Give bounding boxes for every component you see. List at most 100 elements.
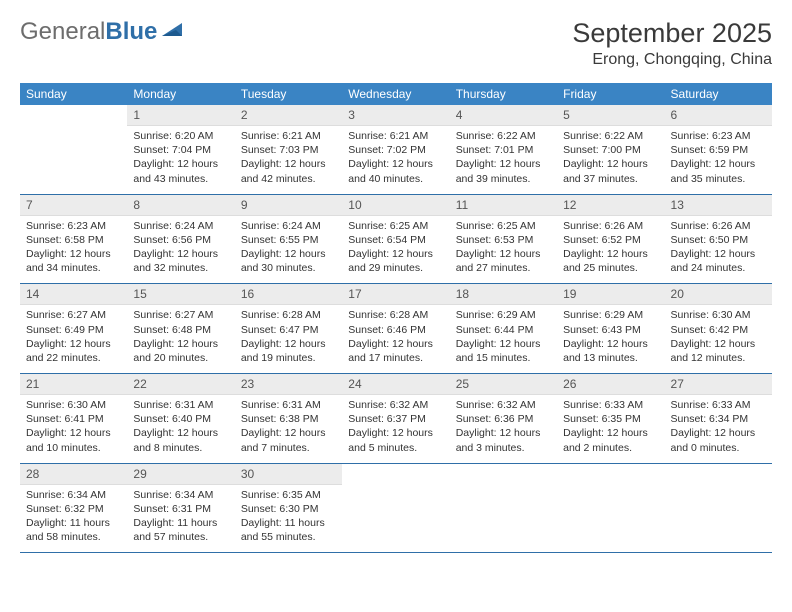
daylight-text: Daylight: 12 hours and 29 minutes. bbox=[348, 247, 443, 275]
day-cell: 17Sunrise: 6:28 AMSunset: 6:46 PMDayligh… bbox=[342, 284, 449, 374]
sunset-text: Sunset: 6:52 PM bbox=[563, 233, 658, 247]
day-number: 30 bbox=[235, 464, 342, 485]
day-cell: 21Sunrise: 6:30 AMSunset: 6:41 PMDayligh… bbox=[20, 374, 127, 464]
day-data: Sunrise: 6:26 AMSunset: 6:52 PMDaylight:… bbox=[557, 216, 664, 284]
sunset-text: Sunset: 6:42 PM bbox=[671, 323, 766, 337]
day-number: 21 bbox=[20, 374, 127, 395]
day-data: Sunrise: 6:32 AMSunset: 6:37 PMDaylight:… bbox=[342, 395, 449, 463]
dow-wednesday: Wednesday bbox=[342, 83, 449, 105]
day-data: Sunrise: 6:27 AMSunset: 6:48 PMDaylight:… bbox=[127, 305, 234, 373]
day-data: Sunrise: 6:30 AMSunset: 6:42 PMDaylight:… bbox=[665, 305, 772, 373]
sunrise-text: Sunrise: 6:26 AM bbox=[671, 219, 766, 233]
day-number: 29 bbox=[127, 464, 234, 485]
sunset-text: Sunset: 6:55 PM bbox=[241, 233, 336, 247]
header: GeneralBlue September 2025 Erong, Chongq… bbox=[20, 18, 772, 69]
day-data: Sunrise: 6:23 AMSunset: 6:58 PMDaylight:… bbox=[20, 216, 127, 284]
day-cell: 7Sunrise: 6:23 AMSunset: 6:58 PMDaylight… bbox=[20, 194, 127, 284]
daylight-text: Daylight: 12 hours and 2 minutes. bbox=[563, 426, 658, 454]
sunrise-text: Sunrise: 6:27 AM bbox=[133, 308, 228, 322]
daylight-text: Daylight: 12 hours and 5 minutes. bbox=[348, 426, 443, 454]
day-data: Sunrise: 6:29 AMSunset: 6:44 PMDaylight:… bbox=[450, 305, 557, 373]
sunset-text: Sunset: 6:32 PM bbox=[26, 502, 121, 516]
day-data: Sunrise: 6:33 AMSunset: 6:35 PMDaylight:… bbox=[557, 395, 664, 463]
day-number: 11 bbox=[450, 195, 557, 216]
sunrise-text: Sunrise: 6:29 AM bbox=[456, 308, 551, 322]
day-number: 26 bbox=[557, 374, 664, 395]
daylight-text: Daylight: 12 hours and 8 minutes. bbox=[133, 426, 228, 454]
day-data: Sunrise: 6:20 AMSunset: 7:04 PMDaylight:… bbox=[127, 126, 234, 194]
daylight-text: Daylight: 12 hours and 12 minutes. bbox=[671, 337, 766, 365]
sunset-text: Sunset: 6:38 PM bbox=[241, 412, 336, 426]
day-number: 6 bbox=[665, 105, 772, 126]
day-number: 15 bbox=[127, 284, 234, 305]
day-cell: 13Sunrise: 6:26 AMSunset: 6:50 PMDayligh… bbox=[665, 194, 772, 284]
day-number: 19 bbox=[557, 284, 664, 305]
day-cell: 18Sunrise: 6:29 AMSunset: 6:44 PMDayligh… bbox=[450, 284, 557, 374]
week-row: 1Sunrise: 6:20 AMSunset: 7:04 PMDaylight… bbox=[20, 105, 772, 194]
dow-friday: Friday bbox=[557, 83, 664, 105]
day-number: 2 bbox=[235, 105, 342, 126]
day-data bbox=[557, 485, 664, 549]
location: Erong, Chongqing, China bbox=[572, 51, 772, 69]
sunset-text: Sunset: 6:47 PM bbox=[241, 323, 336, 337]
day-number: 14 bbox=[20, 284, 127, 305]
sunrise-text: Sunrise: 6:22 AM bbox=[456, 129, 551, 143]
daylight-text: Daylight: 12 hours and 39 minutes. bbox=[456, 157, 551, 185]
sunrise-text: Sunrise: 6:23 AM bbox=[26, 219, 121, 233]
day-data: Sunrise: 6:21 AMSunset: 7:03 PMDaylight:… bbox=[235, 126, 342, 194]
sunset-text: Sunset: 6:34 PM bbox=[671, 412, 766, 426]
sunrise-text: Sunrise: 6:26 AM bbox=[563, 219, 658, 233]
day-number: 24 bbox=[342, 374, 449, 395]
sunset-text: Sunset: 6:50 PM bbox=[671, 233, 766, 247]
daylight-text: Daylight: 12 hours and 13 minutes. bbox=[563, 337, 658, 365]
daylight-text: Daylight: 12 hours and 35 minutes. bbox=[671, 157, 766, 185]
sunrise-text: Sunrise: 6:33 AM bbox=[671, 398, 766, 412]
dow-sunday: Sunday bbox=[20, 83, 127, 105]
day-cell: 30Sunrise: 6:35 AMSunset: 6:30 PMDayligh… bbox=[235, 463, 342, 553]
daylight-text: Daylight: 12 hours and 17 minutes. bbox=[348, 337, 443, 365]
logo-gray: General bbox=[20, 18, 105, 45]
daylight-text: Daylight: 11 hours and 55 minutes. bbox=[241, 516, 336, 544]
day-cell: 1Sunrise: 6:20 AMSunset: 7:04 PMDaylight… bbox=[127, 105, 234, 194]
daylight-text: Daylight: 12 hours and 15 minutes. bbox=[456, 337, 551, 365]
dow-saturday: Saturday bbox=[665, 83, 772, 105]
day-number bbox=[342, 464, 449, 485]
day-cell: 19Sunrise: 6:29 AMSunset: 6:43 PMDayligh… bbox=[557, 284, 664, 374]
sunset-text: Sunset: 6:43 PM bbox=[563, 323, 658, 337]
sunset-text: Sunset: 6:58 PM bbox=[26, 233, 121, 247]
day-number bbox=[450, 464, 557, 485]
day-data bbox=[665, 485, 772, 549]
logo-text: GeneralBlue bbox=[20, 18, 157, 46]
daylight-text: Daylight: 12 hours and 37 minutes. bbox=[563, 157, 658, 185]
day-number bbox=[665, 464, 772, 485]
daylight-text: Daylight: 11 hours and 58 minutes. bbox=[26, 516, 121, 544]
day-cell: 11Sunrise: 6:25 AMSunset: 6:53 PMDayligh… bbox=[450, 194, 557, 284]
day-number: 23 bbox=[235, 374, 342, 395]
daylight-text: Daylight: 12 hours and 43 minutes. bbox=[133, 157, 228, 185]
day-number bbox=[557, 464, 664, 485]
week-row: 14Sunrise: 6:27 AMSunset: 6:49 PMDayligh… bbox=[20, 284, 772, 374]
sunset-text: Sunset: 7:04 PM bbox=[133, 143, 228, 157]
day-cell: 9Sunrise: 6:24 AMSunset: 6:55 PMDaylight… bbox=[235, 194, 342, 284]
sunset-text: Sunset: 7:02 PM bbox=[348, 143, 443, 157]
sunset-text: Sunset: 6:44 PM bbox=[456, 323, 551, 337]
daylight-text: Daylight: 12 hours and 42 minutes. bbox=[241, 157, 336, 185]
sunrise-text: Sunrise: 6:35 AM bbox=[241, 488, 336, 502]
sunrise-text: Sunrise: 6:25 AM bbox=[348, 219, 443, 233]
day-cell: 28Sunrise: 6:34 AMSunset: 6:32 PMDayligh… bbox=[20, 463, 127, 553]
day-number: 12 bbox=[557, 195, 664, 216]
day-cell: 22Sunrise: 6:31 AMSunset: 6:40 PMDayligh… bbox=[127, 374, 234, 464]
daylight-text: Daylight: 12 hours and 32 minutes. bbox=[133, 247, 228, 275]
day-number: 17 bbox=[342, 284, 449, 305]
daylight-text: Daylight: 12 hours and 7 minutes. bbox=[241, 426, 336, 454]
day-cell bbox=[20, 105, 127, 194]
day-data: Sunrise: 6:30 AMSunset: 6:41 PMDaylight:… bbox=[20, 395, 127, 463]
day-data: Sunrise: 6:27 AMSunset: 6:49 PMDaylight:… bbox=[20, 305, 127, 373]
day-number: 16 bbox=[235, 284, 342, 305]
day-number: 1 bbox=[127, 105, 234, 126]
day-number: 27 bbox=[665, 374, 772, 395]
dow-monday: Monday bbox=[127, 83, 234, 105]
daylight-text: Daylight: 12 hours and 40 minutes. bbox=[348, 157, 443, 185]
day-cell: 23Sunrise: 6:31 AMSunset: 6:38 PMDayligh… bbox=[235, 374, 342, 464]
day-data bbox=[450, 485, 557, 549]
